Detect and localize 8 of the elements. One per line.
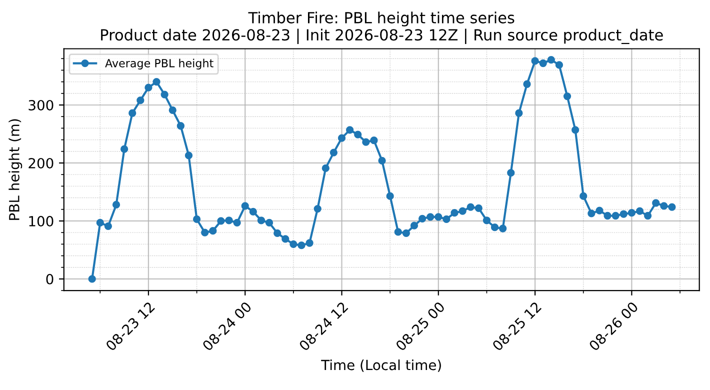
x-axis-title: Time (Local time) xyxy=(321,359,441,372)
chart-title: Timber Fire: PBL height time series Product date 2026-08-23 | Init 2026-08-23 12Z | Run source product_date xyxy=(101,12,663,44)
legend-label: Average PBL height xyxy=(105,58,214,70)
y-tick-label: 0 xyxy=(46,274,54,284)
y-tick-label: 200 xyxy=(28,158,54,168)
y-axis-title: PBL height (m) xyxy=(8,119,22,220)
y-tick-label: 300 xyxy=(28,100,54,110)
y-tick-label: 100 xyxy=(29,216,54,226)
